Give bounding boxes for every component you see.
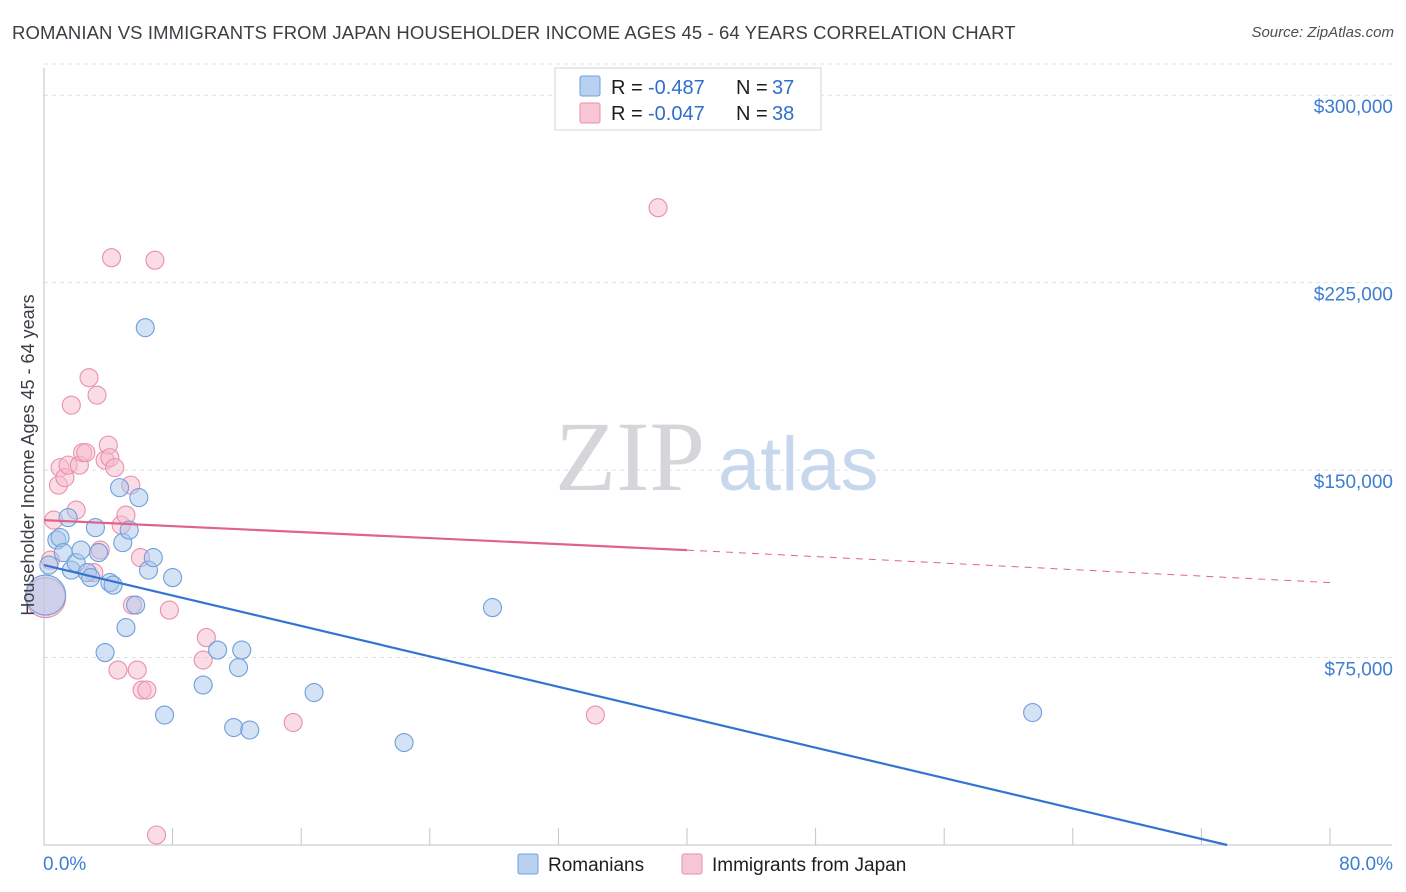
series-romanians-points (25, 318, 1043, 753)
watermark: ZIP atlas (555, 401, 879, 512)
x-tick-label-1: 80.0% (1339, 854, 1393, 875)
bottom-legend-swatch-romanians (517, 853, 539, 875)
romanians-point-20 (126, 595, 146, 615)
legend-r-label-japan: R = (611, 103, 643, 125)
legend-r-value-romanians: -0.487 (648, 77, 705, 99)
japan-point-21 (108, 660, 128, 680)
romanians-point-33 (304, 682, 324, 703)
japan-point-7 (61, 395, 81, 415)
romanians-point-26 (163, 568, 183, 588)
legend-swatch-romanians (579, 75, 601, 97)
y-tick-label-3: $300,000 (1314, 97, 1393, 118)
japan-point-20 (105, 458, 125, 478)
romanians-point-18 (116, 618, 136, 638)
japan-point-14 (87, 385, 107, 405)
trend-lines (43, 519, 1331, 847)
romanians-point-28 (208, 640, 228, 660)
chart-title: ROMANIAN VS IMMIGRANTS FROM JAPAN HOUSEH… (12, 22, 1016, 43)
japan-point-26 (127, 660, 147, 680)
bottom-legend-japan: Immigrants from Japan (712, 855, 906, 876)
japan-point-34 (196, 628, 216, 648)
japan-point-11 (76, 443, 96, 463)
japan-point-37 (648, 198, 668, 218)
y-tick-label-0: $75,000 (1324, 660, 1393, 681)
romanians-point-30 (228, 658, 249, 678)
y-tick-label-1: $150,000 (1314, 472, 1393, 493)
series-legend: Romanians Immigrants from Japan (517, 853, 906, 876)
bottom-legend-swatch-japan (681, 853, 703, 875)
japan-point-30 (145, 250, 165, 270)
gridlines (44, 63, 1392, 659)
romanians-point-12 (89, 543, 109, 563)
romanians-point-21 (129, 488, 149, 508)
trend-line-japan (43, 519, 688, 552)
legend-n-value-romanians: 37 (772, 77, 794, 99)
romanians-point-25 (155, 705, 175, 725)
series-japan-points (25, 198, 668, 845)
romanians-point-31 (232, 640, 252, 660)
romanians-point-16 (110, 478, 130, 498)
romanians-point-35 (482, 598, 503, 618)
legend-swatch-japan (579, 102, 601, 124)
japan-point-32 (159, 600, 179, 620)
axes (43, 68, 1392, 846)
japan-point-12 (79, 368, 99, 388)
bottom-legend-romanians: Romanians (548, 855, 644, 876)
romanians-point-0 (25, 574, 67, 616)
legend-n-value-japan: 38 (772, 103, 794, 125)
japan-point-35 (283, 712, 303, 733)
romanians-point-32 (240, 720, 260, 740)
trend-line-japan-extension (686, 549, 1331, 584)
chart-source: Source: ZipAtlas.com (1251, 24, 1394, 41)
romanians-point-19 (119, 520, 139, 540)
romanians-point-15 (103, 575, 123, 595)
legend-r-value-japan: -0.047 (648, 103, 705, 125)
japan-point-19 (101, 248, 122, 268)
romanians-point-34 (394, 732, 414, 753)
romanians-point-29 (224, 717, 244, 738)
romanians-point-8 (71, 540, 91, 560)
romanians-point-36 (1023, 702, 1043, 723)
japan-point-31 (146, 825, 167, 845)
trend-line-romanians (43, 564, 1228, 847)
watermark-atlas: atlas (718, 422, 879, 507)
romanians-point-1 (39, 555, 59, 575)
japan-point-36 (585, 705, 605, 725)
romanians-point-5 (58, 508, 78, 528)
stats-legend: R = -0.487 N = 37 R = -0.047 N = 38 (554, 67, 822, 131)
legend-n-label-romanians: N = (736, 77, 768, 99)
y-axis-label: Householder Income Ages 45 - 64 years (18, 294, 38, 615)
romanians-point-22 (135, 318, 155, 338)
romanians-point-24 (143, 548, 163, 568)
legend-r-label-romanians: R = (611, 77, 643, 99)
legend-n-label-japan: N = (736, 103, 768, 125)
japan-point-33 (193, 650, 213, 670)
axis-tick-labels: $75,000 $150,000 $225,000 $300,000 0.0% 80.0% (43, 97, 1393, 875)
x-tick-label-0: 0.0% (43, 854, 86, 875)
japan-point-29 (137, 680, 157, 700)
watermark-zip: ZIP (555, 401, 705, 512)
romanians-point-13 (95, 643, 115, 663)
y-tick-label-2: $225,000 (1314, 285, 1393, 306)
romanians-point-27 (193, 675, 213, 695)
